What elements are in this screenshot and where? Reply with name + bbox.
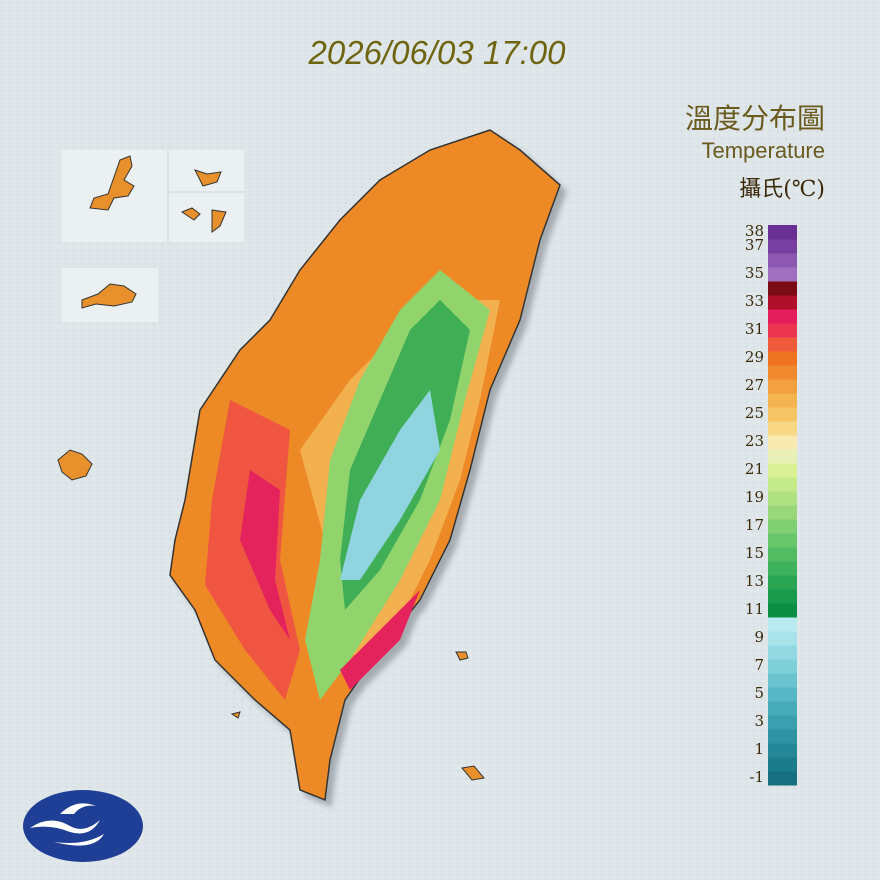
- color-band: [768, 547, 797, 562]
- color-band: [768, 519, 797, 534]
- tick-label: 13: [745, 572, 764, 590]
- legend-subtitle: Temperature: [701, 138, 825, 163]
- color-band: [768, 281, 797, 296]
- tick-label: 29: [745, 348, 764, 366]
- tick-label: 21: [745, 460, 764, 478]
- tick-label: 7: [754, 656, 764, 674]
- color-band: [768, 421, 797, 436]
- color-band: [768, 393, 797, 408]
- color-band: [768, 505, 797, 520]
- color-band: [768, 589, 797, 604]
- color-band: [768, 449, 797, 464]
- color-band: [768, 715, 797, 730]
- color-band: [768, 561, 797, 576]
- color-band: [768, 729, 797, 744]
- tick-label: 3: [754, 712, 764, 730]
- color-band: [768, 603, 797, 618]
- color-band: [768, 673, 797, 688]
- tick-label: 25: [745, 404, 764, 422]
- color-band: [768, 659, 797, 674]
- color-band: [768, 379, 797, 394]
- tick-label: 37: [745, 236, 764, 254]
- color-band: [768, 407, 797, 422]
- color-band: [768, 631, 797, 646]
- color-band: [768, 743, 797, 758]
- color-band: [768, 225, 797, 240]
- tick-label: 31: [745, 320, 764, 338]
- color-band: [768, 435, 797, 450]
- tick-label: 17: [745, 516, 764, 534]
- color-band: [768, 771, 797, 786]
- color-band: [768, 351, 797, 366]
- tick-label: 11: [745, 600, 764, 618]
- logo: [23, 790, 143, 862]
- color-band: [768, 491, 797, 506]
- tick-label: 33: [745, 292, 764, 310]
- color-band: [768, 701, 797, 716]
- tick-label: 1: [754, 740, 764, 758]
- tick-label: 27: [745, 376, 764, 394]
- inset-islands: [57, 150, 485, 781]
- color-band: [768, 617, 797, 632]
- datetime: 2026/06/03 17:00: [308, 34, 567, 71]
- color-band: [768, 645, 797, 660]
- color-band: [768, 477, 797, 492]
- tick-label: -1: [749, 768, 764, 786]
- color-band: [768, 687, 797, 702]
- color-band: [768, 337, 797, 352]
- color-band: [768, 323, 797, 338]
- tick-label: 35: [745, 264, 764, 282]
- tick-label: 38: [745, 222, 764, 240]
- color-band: [768, 267, 797, 282]
- legend-title: 溫度分布圖: [685, 102, 825, 135]
- color-band: [768, 309, 797, 324]
- color-band: [768, 253, 797, 268]
- tick-label: 9: [754, 628, 764, 646]
- legend-unit: 攝氏(℃): [739, 177, 825, 202]
- color-band: [768, 463, 797, 478]
- tick-label: 23: [745, 432, 764, 450]
- color-band: [768, 295, 797, 310]
- taiwan-map: [169, 129, 561, 802]
- color-band: [768, 365, 797, 380]
- color-band: [768, 757, 797, 772]
- tick-label: 15: [745, 544, 764, 562]
- color-band: [768, 533, 797, 548]
- tick-label: 19: [745, 488, 764, 506]
- color-band: [768, 239, 797, 254]
- tick-label: 5: [754, 684, 764, 702]
- color-band: [768, 575, 797, 590]
